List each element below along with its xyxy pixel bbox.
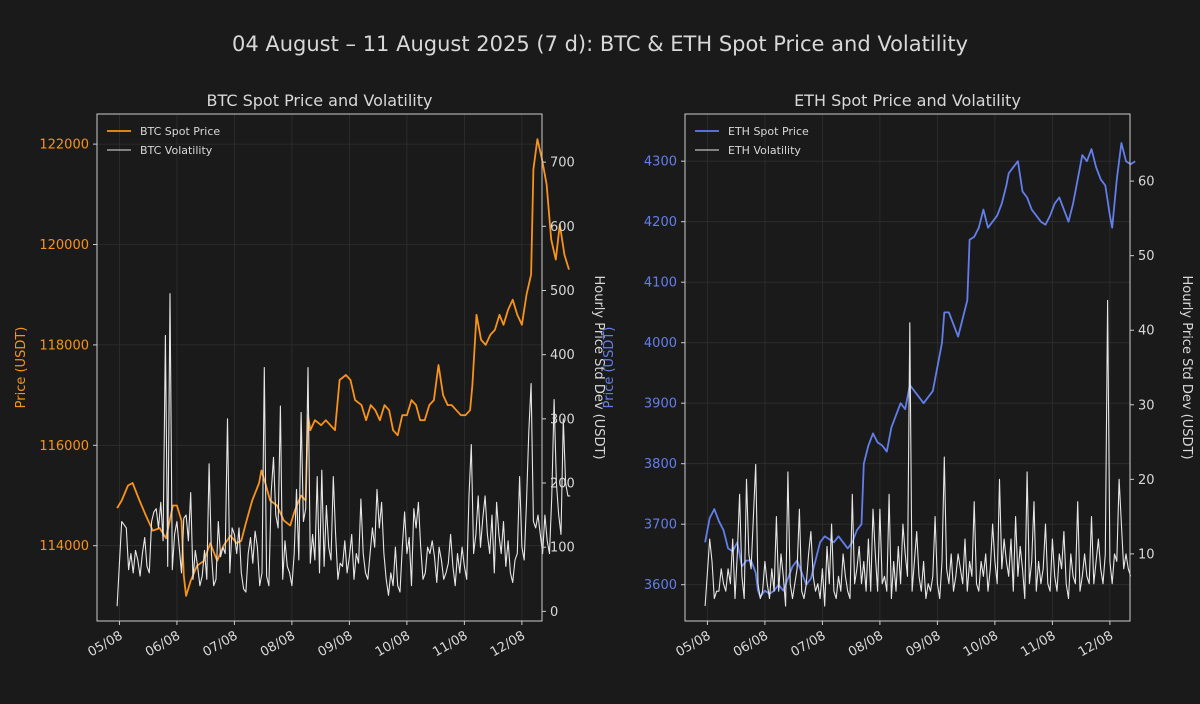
- eth-y-right-label: Hourly Price Std Dev (USDT): [1179, 275, 1194, 459]
- eth-y-left-tick-label: 4100: [644, 276, 677, 291]
- btc-y-left-tick-label: 122000: [39, 138, 89, 153]
- eth-panel: 05/08 06/08 07/08 08/08 09/08 10/08 11/08 12/08…: [602, 91, 1194, 660]
- btc-y-right-tick-label: 100: [550, 541, 575, 556]
- btc-y-right-tick-label: 0: [550, 605, 558, 620]
- eth-y-left-tick-label: 4300: [644, 155, 677, 170]
- btc-spines: [96, 113, 543, 622]
- eth-y-left-tick-label: 4000: [644, 336, 677, 351]
- eth-y-left-tick-label: 3800: [644, 457, 677, 472]
- eth-y-right-tick-label: 60: [1138, 175, 1155, 190]
- eth-panel-title: ETH Spot Price and Volatility: [794, 91, 1021, 110]
- btc-y-right-label: Hourly Price Std Dev (USDT): [591, 275, 606, 459]
- eth-axes-frame: [684, 113, 1131, 622]
- eth-legend-price-label: ETH Spot Price: [728, 125, 809, 138]
- eth-legend-volatility-label: ETH Volatility: [728, 144, 801, 157]
- btc-plot-area: [97, 114, 542, 621]
- btc-y-left-tick-label: 120000: [39, 238, 89, 253]
- btc-grid: [97, 114, 542, 621]
- btc-y-right-tick-label: 400: [550, 348, 575, 363]
- eth-y-right-tick-label: 20: [1138, 473, 1155, 488]
- btc-y-right-tick-label: 500: [550, 284, 575, 299]
- btc-legend: BTC Spot Price BTC Volatility: [107, 125, 220, 157]
- btc-y-right-tick-label: 600: [550, 220, 575, 235]
- btc-axes-frame: [96, 113, 543, 622]
- eth-y-left-tick-label: 3600: [644, 578, 677, 593]
- btc-legend-volatility-label: BTC Volatility: [140, 144, 213, 157]
- btc-y-right-tick-label: 700: [550, 156, 575, 171]
- eth-legend: ETH Spot Price ETH Volatility: [695, 125, 809, 157]
- eth-y-right-tick-label: 10: [1138, 547, 1155, 562]
- btc-y-right-tick-label: 200: [550, 477, 575, 492]
- eth-y-left-tick-label: 3900: [644, 397, 677, 412]
- eth-y-left-label: Price (USDT): [602, 327, 617, 409]
- btc-y-left-tick-label: 118000: [39, 338, 89, 353]
- btc-y-left-tick-label: 114000: [39, 539, 89, 554]
- eth-y-left-tick-label: 3700: [644, 518, 677, 533]
- btc-volatility-line: [116, 293, 571, 607]
- btc-y-right-tick-label: 300: [550, 412, 575, 427]
- eth-y-right-tick-label: 30: [1138, 398, 1155, 413]
- eth-volatility-line: [704, 299, 1132, 607]
- btc-y-left-tick-label: 116000: [39, 439, 89, 454]
- eth-y-left-tick-label: 4200: [644, 215, 677, 230]
- btc-panel: 05/08 06/08 07/08 08/08 09/08 10/08 11/08 12/08…: [14, 91, 606, 660]
- btc-panel-title: BTC Spot Price and Volatility: [207, 91, 433, 110]
- eth-y-right-tick-label: 40: [1138, 324, 1155, 339]
- btc-price-line: [116, 138, 570, 597]
- eth-spines: [684, 113, 1131, 622]
- eth-price-line: [704, 142, 1136, 598]
- figure-suptitle: 04 August – 11 August 2025 (7 d): BTC & …: [232, 32, 968, 56]
- btc-y-left-label: Price (USDT): [14, 327, 29, 409]
- btc-legend-price-label: BTC Spot Price: [140, 125, 220, 138]
- eth-y-right-tick-label: 50: [1138, 249, 1155, 264]
